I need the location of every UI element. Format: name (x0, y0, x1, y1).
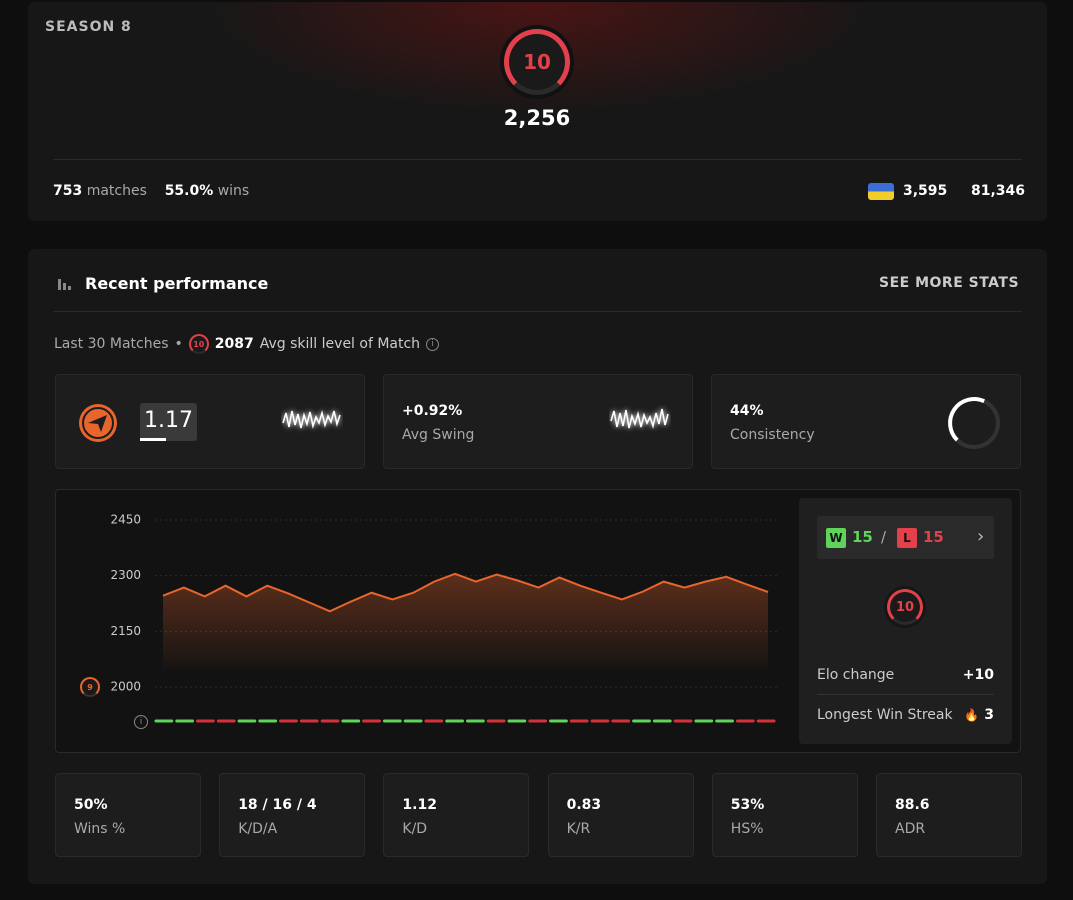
avg-level: 10 (188, 334, 209, 354)
avg-label: Avg skill level of Match (259, 336, 421, 352)
divider (53, 311, 1022, 312)
y-tick-label: 2000 (110, 680, 141, 694)
y-tick-label: 2450 (110, 513, 141, 527)
stat-value: 88.6 (895, 797, 930, 813)
section-title: Recent performance (85, 274, 269, 293)
global-rank: 81,346 (971, 183, 1026, 199)
see-more-link[interactable]: SEE MORE STATS (879, 275, 1020, 291)
stat-label: ADR (895, 821, 926, 837)
swing-label: Avg Swing (402, 427, 475, 443)
country-rank: 3,595 (903, 183, 948, 199)
info-icon[interactable]: i (426, 337, 440, 351)
stat-value: 18 / 16 / 4 (238, 797, 317, 813)
stat-card: 18 / 16 / 4 K/D/A (219, 773, 366, 857)
rating-bar (140, 438, 166, 441)
consistency-label: Consistency (730, 427, 815, 443)
sparkline (282, 409, 341, 430)
losses: 15 (923, 528, 944, 546)
stat-value: 53% (730, 797, 765, 813)
stat-label: K/R (566, 821, 591, 837)
wins: 15 (852, 528, 873, 546)
streak-value: 3 (984, 707, 994, 723)
level-badge: 10 (504, 29, 570, 95)
stat-card: 0.83 K/R (547, 773, 694, 857)
subtitle: Last 30 Matches (54, 336, 169, 352)
stat-value: 0.83 (566, 797, 602, 813)
stat-label: HS% (730, 821, 764, 837)
sparkline (610, 408, 669, 429)
swing-card: +0.92% Avg Swing (383, 374, 693, 469)
consistency-ring (948, 397, 1000, 449)
stat-card: 1.12 K/D (383, 773, 530, 857)
stat-label: Wins % (74, 821, 126, 837)
avg-elo: 2087 (214, 336, 254, 352)
rating-icon (79, 404, 117, 442)
rating: 1.17 (140, 403, 197, 441)
rating-card: 1.17 (55, 374, 365, 469)
matches: 753 (53, 183, 83, 199)
info-icon[interactable]: i (134, 715, 148, 729)
consistency: 44% (730, 403, 764, 419)
stat-card: 53% HS% (711, 773, 858, 857)
win-letter: W (826, 528, 846, 548)
subtitle-row: Last 30 Matches • 10 2087 Avg skill level… (54, 334, 440, 354)
stat-value: 50% (74, 797, 108, 813)
wins-label: wins (217, 183, 250, 199)
level-marker: 9 (80, 677, 100, 697)
side-panel: W 15 / L 15 › 10 Elo change +10 Longest … (799, 498, 1012, 744)
line (162, 572, 769, 613)
divider (53, 159, 1022, 160)
stat-card: 88.6 ADR (876, 773, 1022, 857)
season: SEASON 8 (45, 19, 132, 35)
level-badge: 10 (887, 589, 923, 625)
elo-change: +10 (962, 667, 994, 683)
divider (817, 694, 994, 695)
y-tick-label: 2300 (110, 568, 141, 582)
season-card: SEASON 8 10 2,256 753 matches 55.0% wins… (28, 2, 1047, 221)
consistency-card: 44% Consistency (711, 374, 1021, 469)
wins: 55.0% (164, 183, 214, 199)
flag (868, 183, 894, 200)
stat-label: K/D/A (238, 821, 278, 837)
matches-label: matches (86, 183, 147, 199)
elo: 2,256 (503, 106, 571, 130)
win-loss-box[interactable]: W 15 / L 15 › (817, 516, 994, 559)
elo-change-label: Elo change (817, 667, 895, 683)
streak-label: Longest Win Streak (817, 707, 953, 723)
stat-card: 50% Wins % (55, 773, 201, 857)
summary: 753 matches 55.0% wins (53, 183, 249, 199)
streak: 🔥 3 (964, 707, 994, 723)
y-tick-label: 2150 (110, 624, 141, 638)
stat-value: 1.12 (402, 797, 437, 813)
swing: +0.92% (402, 403, 463, 419)
elo-chart: 2000 2150 2300 2450 (110, 513, 778, 723)
chevron[interactable]: › (977, 526, 985, 547)
area (163, 573, 768, 670)
bar-icon (58, 279, 71, 290)
loss-letter: L (897, 528, 917, 548)
stat-label: K/D (402, 821, 428, 837)
